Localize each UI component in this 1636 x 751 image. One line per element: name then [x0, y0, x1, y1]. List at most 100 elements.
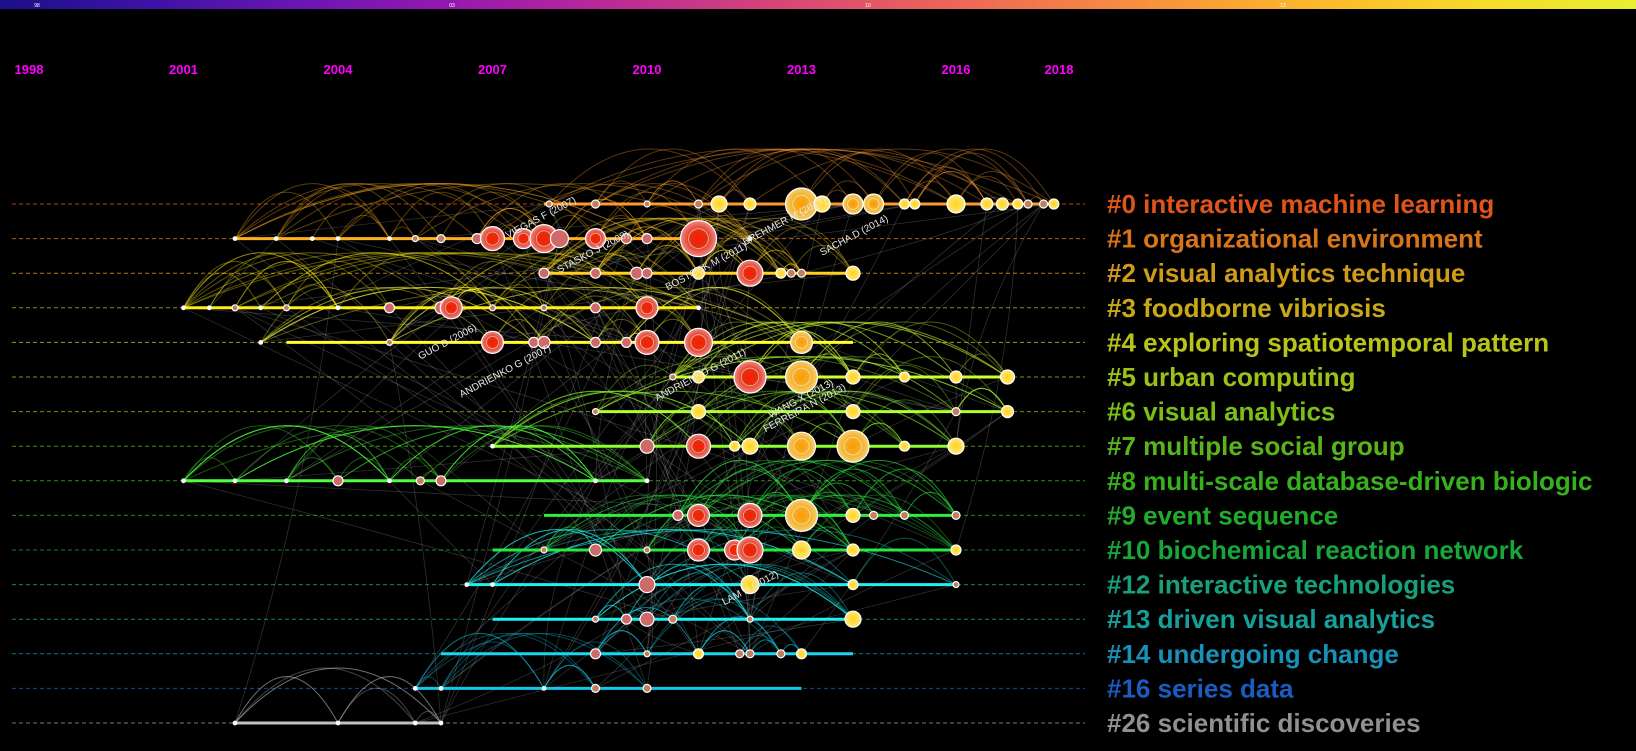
cluster-arc: [955, 387, 1008, 412]
cluster-arc: [852, 353, 905, 378]
cluster-arc: [234, 425, 442, 482]
citation-link: [595, 203, 751, 654]
cluster-arc: [801, 526, 854, 551]
citation-node: [683, 327, 714, 357]
citation-node: [791, 540, 812, 560]
cluster-arc: [466, 529, 957, 586]
cluster-arc: [260, 286, 802, 343]
citation-node: [438, 720, 444, 726]
citation-node: [789, 330, 814, 354]
citation-node: [490, 582, 495, 587]
colorbar-tick-label: 98: [34, 3, 40, 9]
cluster-arc: [260, 286, 493, 343]
cluster-arc: [414, 183, 596, 239]
cluster-arc: [389, 191, 493, 239]
cluster-arc: [646, 406, 735, 447]
citation-node: [590, 199, 601, 209]
cluster-arc: [234, 425, 596, 482]
citation-link: [208, 238, 277, 309]
citation-node: [332, 475, 344, 487]
cluster-arc: [595, 630, 648, 655]
cluster-arc: [955, 175, 1019, 205]
citation-node: [693, 199, 704, 209]
cluster-arc: [677, 460, 905, 516]
citation-node-ring: [444, 301, 458, 315]
citation-node: [747, 236, 753, 242]
citation-node: [999, 369, 1016, 385]
cluster-arc: [234, 667, 416, 724]
citation-link: [389, 480, 493, 585]
citation-node-ring: [692, 508, 705, 522]
citation-link: [389, 238, 524, 343]
cluster-arc: [677, 460, 802, 516]
cluster-arc: [492, 390, 854, 447]
citation-node: [181, 478, 186, 484]
citation-node: [436, 234, 446, 244]
citation-node: [842, 193, 864, 215]
cluster-arc: [234, 183, 390, 239]
citation-link: [440, 445, 802, 689]
citation-node: [549, 229, 570, 249]
cluster-arc: [734, 494, 957, 551]
cluster-arc: [595, 563, 751, 620]
citation-link: [595, 203, 1044, 655]
cluster-arc: [801, 468, 905, 516]
cluster-arc: [234, 425, 596, 482]
cluster-arc: [492, 390, 699, 447]
citation-node: [464, 582, 470, 587]
year-label: 2010: [633, 62, 662, 77]
citation-node: [387, 236, 392, 242]
citation-node: [845, 507, 861, 524]
citation-node-ring: [740, 367, 760, 387]
cluster-arc: [672, 321, 1008, 378]
cluster-arc: [492, 183, 751, 239]
cluster-arc: [466, 529, 648, 585]
cluster-arc: [852, 468, 957, 516]
cluster-arc: [595, 356, 1008, 413]
citation-node: [591, 408, 600, 416]
cluster-arc: [672, 563, 854, 620]
citation-node: [862, 193, 885, 215]
cluster-arc: [275, 183, 416, 239]
cluster-arc: [646, 148, 988, 205]
cluster-arc: [260, 286, 596, 343]
citation-node: [638, 575, 656, 594]
cluster-arc: [698, 356, 957, 412]
cluster-arc: [420, 425, 648, 482]
citation-link: [595, 307, 735, 551]
cluster-arc: [389, 286, 545, 343]
cluster-arc: [286, 433, 390, 482]
cluster-arc: [183, 425, 390, 482]
citation-node: [686, 503, 711, 528]
cluster-arc: [492, 390, 735, 447]
citation-link: [548, 203, 741, 654]
cluster-arc: [852, 399, 957, 447]
citation-node-ring: [847, 198, 859, 210]
cluster-arc: [904, 148, 1044, 205]
cluster-arc: [543, 217, 751, 274]
cluster-arc: [625, 563, 751, 620]
citation-node: [786, 431, 817, 461]
cluster-arc: [492, 390, 699, 447]
cluster-arc: [543, 641, 648, 689]
cluster-arc: [749, 639, 782, 655]
citation-node-ring: [742, 542, 758, 558]
cluster-arc: [698, 616, 782, 655]
cluster-arc: [492, 390, 751, 447]
citation-node: [641, 267, 653, 279]
citation-link: [389, 238, 699, 482]
cluster-arc: [492, 390, 854, 447]
citation-link: [466, 238, 560, 585]
citation-node: [745, 649, 755, 659]
cluster-arc: [466, 529, 751, 585]
cluster-arc: [234, 183, 627, 240]
citation-link: [234, 203, 550, 239]
citation-node: [620, 233, 633, 245]
cluster-arc: [414, 183, 751, 240]
cluster-arc: [595, 191, 699, 239]
cluster-arc: [337, 425, 648, 482]
cluster-arc: [337, 676, 442, 724]
citation-link: [955, 203, 988, 447]
cluster-arc: [492, 390, 751, 447]
